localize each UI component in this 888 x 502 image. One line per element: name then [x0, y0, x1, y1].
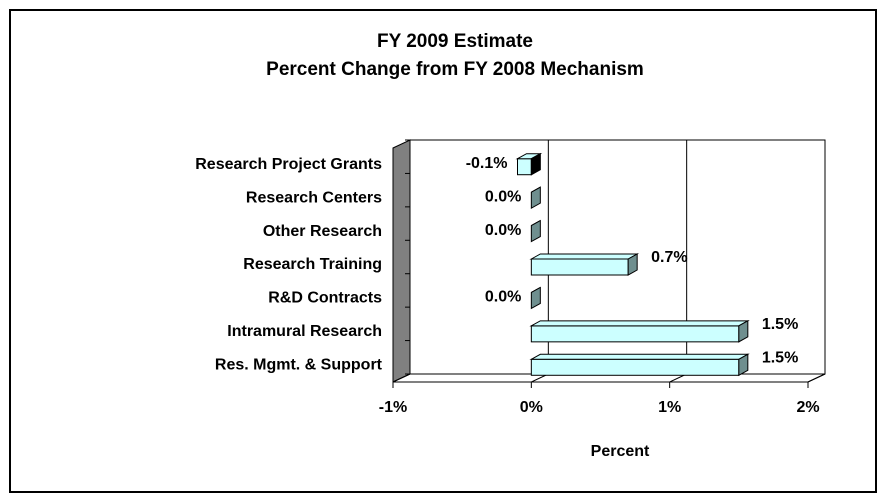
- bar-side: [738, 353, 749, 377]
- x-axis-label: Percent: [591, 443, 650, 460]
- y-tick-label: Research Centers: [246, 189, 382, 206]
- bar-side: [627, 253, 638, 276]
- x-tick-label: 0%: [520, 399, 543, 416]
- chart-title: FY 2009 Estimate: [377, 31, 533, 52]
- y-tick-label: Research Project Grants: [195, 156, 382, 173]
- bar-top: [529, 353, 750, 360]
- floor-depth-line: [807, 373, 826, 383]
- x-tick-label: 2%: [796, 399, 819, 416]
- chart-subtitle: Percent Change from FY 2008 Mechanism: [266, 59, 644, 80]
- bar: [530, 186, 541, 209]
- bar: [530, 219, 541, 243]
- bar-top: [529, 253, 640, 260]
- bar: [530, 286, 541, 310]
- bar-side: [530, 286, 541, 310]
- y-tick-label: Research Training: [243, 256, 382, 273]
- bar-front: [517, 158, 532, 176]
- y-tick-label: Other Research: [263, 223, 382, 240]
- value-label: 0.0%: [485, 289, 521, 306]
- bar: [529, 253, 640, 276]
- floor-depth-line: [392, 373, 411, 383]
- bar: [529, 353, 750, 377]
- bar-side: [530, 219, 541, 243]
- bar-front: [530, 358, 740, 376]
- value-label: 0.0%: [485, 222, 521, 239]
- side-wall: [392, 139, 411, 383]
- bar-front: [530, 325, 740, 343]
- y-tick-label: Res. Mgmt. & Support: [215, 357, 383, 374]
- y-tick-label: Intramural Research: [227, 323, 382, 340]
- bar: [529, 320, 750, 343]
- bar-side: [530, 152, 541, 176]
- value-label: 1.5%: [762, 350, 798, 367]
- x-tick-label: -1%: [379, 399, 407, 416]
- bar: [515, 152, 543, 176]
- value-label: 0.0%: [485, 188, 521, 205]
- value-label: -0.1%: [466, 155, 508, 172]
- value-label: 0.7%: [651, 249, 687, 266]
- bar-side: [530, 186, 541, 209]
- bar-front: [530, 258, 629, 276]
- y-tick-label: R&D Contracts: [268, 290, 382, 307]
- x-tick-label: 1%: [658, 399, 681, 416]
- bar-top: [529, 320, 750, 327]
- value-label: 1.5%: [762, 316, 798, 333]
- bar-side: [738, 320, 749, 343]
